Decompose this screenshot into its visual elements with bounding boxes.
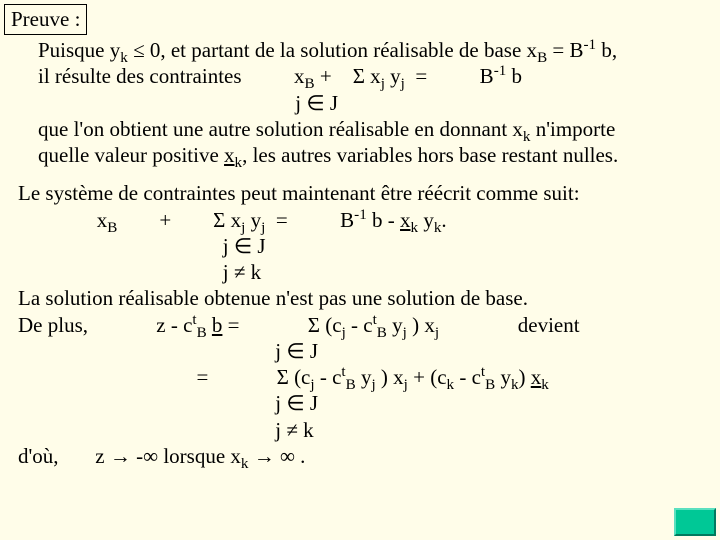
next-slide-button[interactable]	[674, 508, 716, 536]
s-line-9: j ∈ J	[18, 390, 716, 416]
s-line-1: Le système de contraintes peut maintenan…	[18, 180, 716, 206]
proof-label: Preuve :	[4, 4, 87, 35]
s-line-10: j ≠ k	[18, 417, 716, 443]
s-line-7: j ∈ J	[18, 338, 716, 364]
s-line-8: = Σ (cj - ctB yj ) xj + (ck - ctB yk) xk	[18, 364, 716, 390]
line-5: quelle valeur positive xk, les autres va…	[38, 142, 716, 168]
s-line-6: De plus, z - ctB b = Σ (cj - ctB yj ) xj…	[18, 312, 716, 338]
s-line-4: j ≠ k	[18, 259, 716, 285]
s-line-5: La solution réalisable obtenue n'est pas…	[18, 285, 716, 311]
paragraph-1: Puisque yk ≤ 0, et partant de la solutio…	[38, 37, 716, 168]
line-4: que l'on obtient une autre solution réal…	[38, 116, 716, 142]
line-2: il résulte des contraintes xB + Σ xj yj …	[38, 63, 716, 89]
line-3: j ∈ J	[38, 90, 716, 116]
s-line-3: j ∈ J	[18, 233, 716, 259]
line-1: Puisque yk ≤ 0, et partant de la solutio…	[38, 37, 716, 63]
paragraph-2: Le système de contraintes peut maintenan…	[18, 180, 716, 469]
s-line-2: xB + Σ xj yj = B-1 b - xk yk.	[18, 207, 716, 233]
s-line-11: d'où, z → -∞ lorsque xk → ∞ .	[18, 443, 716, 469]
